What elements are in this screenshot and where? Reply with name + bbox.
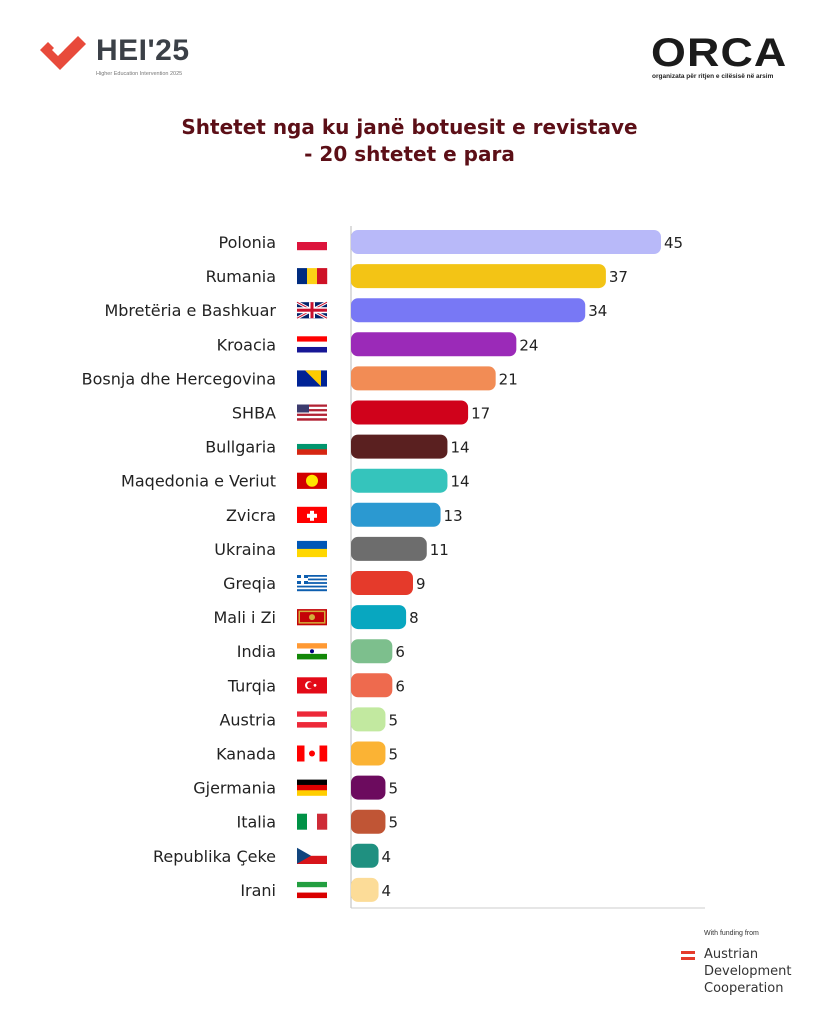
category-label: Greqia: [223, 574, 276, 593]
austria-flag-icon: [681, 951, 695, 963]
data-label: 9: [416, 575, 426, 593]
flag-ca-icon: [297, 745, 328, 762]
data-label: 24: [519, 336, 538, 354]
data-label: 6: [395, 643, 405, 661]
bar: [351, 264, 606, 289]
bar: [351, 536, 427, 561]
funder-line: Cooperation: [704, 981, 784, 996]
flag-ro-icon: [297, 268, 328, 285]
flag-tr-icon: [297, 677, 327, 694]
category-label: Austria: [219, 710, 276, 729]
chart-title-block: Shtetet nga ku janë botuesit e revistave…: [0, 114, 819, 168]
data-label: 14: [450, 473, 469, 491]
funder-line: Development: [704, 964, 792, 979]
flag-me-icon: [297, 609, 327, 626]
category-label: Irani: [240, 881, 276, 900]
flag-hr-icon: [297, 336, 327, 353]
data-label: 4: [382, 848, 392, 866]
bar: [351, 843, 379, 868]
data-label: 21: [499, 370, 518, 388]
bar: [351, 468, 448, 493]
data-label: 14: [450, 439, 469, 457]
flag-gr-icon: [297, 575, 327, 592]
funder-logo: Austrian Development Cooperation: [704, 946, 792, 997]
bar: [351, 332, 517, 357]
flag-bg-icon: [297, 438, 327, 455]
orca-logo: ORCA: [651, 31, 788, 75]
category-label: SHBA: [232, 404, 276, 423]
category-label: Ukraina: [214, 540, 276, 559]
flag-in-icon: [297, 643, 327, 660]
bar: [351, 571, 413, 595]
bar: [351, 400, 469, 425]
chart-title: Shtetet nga ku janë botuesit e revistave: [181, 115, 638, 139]
category-label: Gjermania: [193, 779, 276, 798]
data-label: 5: [388, 746, 398, 764]
category-label: Bullgaria: [205, 438, 276, 457]
hei-logo-icon: [40, 36, 86, 70]
data-label: 6: [395, 677, 405, 695]
data-label: 17: [471, 405, 490, 423]
bar: [351, 741, 386, 766]
chart-subtitle: - 20 shtetet e para: [304, 142, 515, 166]
data-label: 4: [382, 882, 392, 900]
bar: [351, 230, 661, 254]
flag-us-icon: [297, 404, 327, 421]
data-label: 11: [430, 541, 449, 559]
bar: [351, 707, 386, 732]
flag-ba-icon: [297, 370, 327, 387]
flag-de-icon: [297, 779, 327, 796]
data-label: 37: [609, 268, 628, 286]
category-label: Polonia: [219, 233, 277, 252]
bar: [351, 639, 393, 664]
flag-pl-icon: [297, 234, 327, 251]
hei-logo-text: HEI'25: [96, 34, 190, 67]
category-label: India: [237, 642, 276, 661]
flag-mk-icon: [297, 472, 327, 489]
data-label: 13: [444, 507, 463, 525]
category-label: Bosnja dhe Hercegovina: [82, 369, 276, 388]
data-label: 34: [588, 302, 607, 320]
funder-line: Austrian: [704, 947, 759, 962]
data-label: 5: [388, 814, 398, 832]
bar: [351, 366, 496, 391]
bar: [351, 502, 441, 527]
data-label: 45: [664, 234, 683, 252]
flag-cz-icon: [297, 847, 327, 864]
category-label: Italia: [237, 813, 277, 832]
category-label: Mali i Zi: [213, 608, 276, 627]
flag-at-icon: [297, 711, 327, 728]
category-label: Mbretëria e Bashkuar: [104, 301, 276, 320]
data-label: 8: [409, 609, 419, 627]
bar: [351, 809, 386, 834]
category-label: Maqedonia e Veriut: [121, 472, 276, 491]
category-label: Turqia: [227, 676, 276, 695]
flag-ch-icon: [297, 506, 327, 523]
flag-ir-icon: [297, 881, 327, 899]
data-label: 5: [388, 711, 398, 729]
hei-logo-subtitle: Higher Education Intervention 2025: [96, 71, 183, 77]
category-label: Republika Çeke: [153, 847, 276, 866]
bar: [351, 298, 586, 323]
flag-it-icon: [297, 813, 328, 830]
bar: [351, 434, 448, 459]
category-label: Kanada: [216, 745, 276, 764]
bar: [351, 605, 407, 630]
bar: [351, 877, 379, 902]
category-label: Rumania: [206, 267, 276, 286]
flag-ua-icon: [297, 540, 327, 558]
category-label: Kroacia: [217, 335, 276, 354]
hei25-logo: HEI'25: [38, 36, 190, 72]
funding-label: With funding from: [704, 930, 759, 937]
bar: [351, 775, 386, 800]
flag-gb-icon: [296, 300, 328, 320]
orca-logo-subtitle: organizata për ritjen e cilësisë në arsi…: [652, 73, 774, 80]
data-label: 5: [388, 780, 398, 798]
category-label: Zvicra: [226, 506, 276, 525]
bar: [351, 673, 393, 698]
